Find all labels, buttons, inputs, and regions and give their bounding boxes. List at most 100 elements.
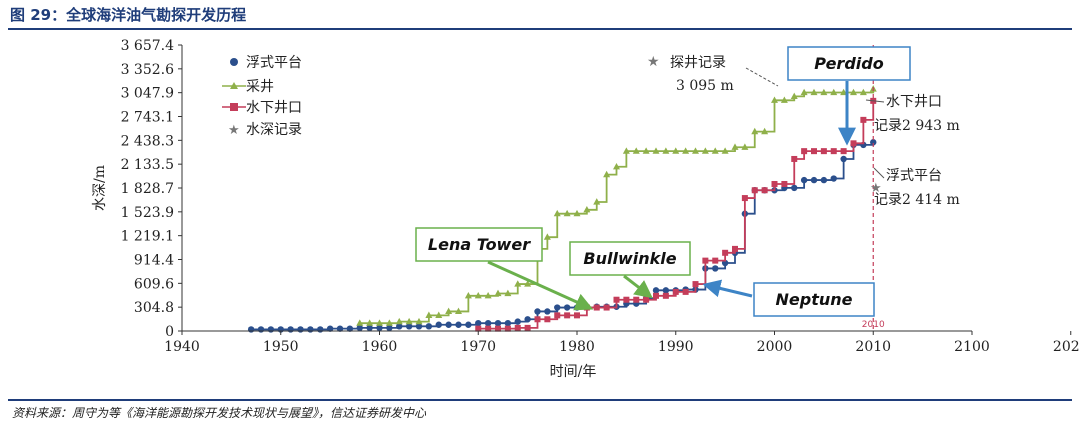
annotation-subsea-leader <box>865 99 885 103</box>
callout-bullwinkle-box <box>569 241 691 276</box>
callout-neptune: Neptune <box>702 279 875 317</box>
data-point <box>504 289 512 297</box>
data-point <box>712 257 719 264</box>
data-point <box>830 175 837 182</box>
data-point <box>859 88 867 96</box>
data-point <box>850 140 857 147</box>
figure-title: 图 29：全球海洋油气勘探开发历程 <box>10 6 247 24</box>
data-point <box>524 316 531 323</box>
y-tick-label: 3 047.9 <box>121 86 174 102</box>
y-tick-label: 1 219.1 <box>121 229 174 245</box>
annotation-drilling-leader <box>745 67 779 87</box>
data-point <box>593 198 601 205</box>
data-point <box>820 88 828 96</box>
data-point <box>475 325 482 332</box>
data-point <box>771 180 778 187</box>
data-point <box>534 308 541 315</box>
annotation-subsea-record: 水下井口 记录2 943 m <box>865 94 960 134</box>
data-point <box>464 292 472 299</box>
data-point <box>643 296 650 303</box>
data-point <box>465 321 472 328</box>
data-point <box>455 307 462 315</box>
x-axis-title: 时间/年 <box>550 364 597 380</box>
data-point <box>721 147 729 154</box>
data-point <box>435 321 442 328</box>
legend: 浮式平台 采井 水下井口 ★ 水深记录 <box>222 55 302 138</box>
callout-lena-tower-arrow <box>487 260 594 311</box>
data-point <box>672 147 680 154</box>
data-point <box>563 209 571 217</box>
data-point <box>445 307 453 315</box>
y-tick-label: 1 828.7 <box>121 181 174 197</box>
reference-line-label: 2010 <box>862 320 885 330</box>
callout-lena-tower: Lena Tower <box>415 227 594 311</box>
data-point <box>326 325 334 332</box>
annotation-floating-title: 浮式平台 <box>886 168 942 184</box>
title-divider <box>8 28 1072 30</box>
data-point <box>485 325 492 332</box>
data-point <box>701 147 709 154</box>
callout-lena-tower-box <box>415 227 543 262</box>
data-point <box>613 296 620 303</box>
callout-perdido-box <box>787 46 911 81</box>
data-point <box>544 316 551 323</box>
data-point <box>603 170 611 178</box>
data-point <box>494 319 502 327</box>
data-point <box>771 96 778 103</box>
x-tick-label: 1970 <box>460 339 496 355</box>
data-point <box>484 292 492 299</box>
data-point <box>297 326 304 333</box>
data-point <box>474 292 482 299</box>
y-tick-label: 609.6 <box>134 276 174 292</box>
data-point <box>583 205 591 213</box>
y-axis-title: 水深/m <box>92 165 108 211</box>
data-point <box>356 324 363 332</box>
data-point <box>712 265 719 272</box>
data-point <box>267 326 275 333</box>
data-point <box>781 180 788 187</box>
data-point <box>257 326 265 333</box>
data-point <box>574 312 580 319</box>
data-point <box>455 321 462 328</box>
data-point <box>652 147 660 154</box>
data-point <box>376 319 383 326</box>
data-point <box>405 317 413 325</box>
data-point <box>801 148 808 155</box>
data-point <box>751 127 759 135</box>
data-point <box>731 143 739 150</box>
legend-label-drilling: 采井 <box>246 79 274 95</box>
y-tick-label: 3 352.6 <box>121 62 175 78</box>
data-point <box>810 176 818 184</box>
data-point <box>791 155 798 162</box>
data-point <box>662 147 670 154</box>
data-point <box>504 325 511 332</box>
data-point <box>425 311 433 318</box>
legend-item-floating: 浮式平台 <box>230 55 302 71</box>
data-point <box>702 257 709 264</box>
figure-source: 资料来源：周守为等《海洋能源勘探开发技术现状与展望》，信达证券研发中心 <box>12 406 427 420</box>
data-point <box>722 249 729 256</box>
legend-marker-subsea <box>230 103 238 111</box>
data-point <box>791 184 798 192</box>
annotation-drilling-value: 3 095 m <box>676 78 734 94</box>
callout-neptune-label: Neptune <box>776 290 853 309</box>
data-point <box>682 288 689 295</box>
data-point <box>543 233 551 240</box>
data-point <box>820 176 828 184</box>
data-point <box>780 96 788 103</box>
callout-lena-tower-label: Lena Tower <box>428 235 531 254</box>
annotation-floating-value: 记录2 414 m <box>874 192 960 208</box>
data-point <box>475 319 482 327</box>
data-point <box>366 319 374 326</box>
data-point <box>672 288 679 295</box>
data-point <box>336 325 344 332</box>
data-point <box>554 304 561 311</box>
data-point <box>514 324 521 331</box>
data-point <box>830 88 838 96</box>
data-point <box>415 317 423 325</box>
data-point <box>396 323 403 330</box>
data-point <box>622 147 630 154</box>
legend-item-subsea: 水下井口 <box>222 100 302 116</box>
record-star-icon: ★ <box>647 54 660 70</box>
data-point <box>741 143 749 150</box>
